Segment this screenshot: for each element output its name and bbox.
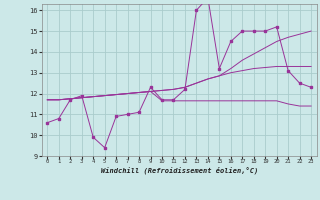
X-axis label: Windchill (Refroidissement éolien,°C): Windchill (Refroidissement éolien,°C) [100, 167, 258, 174]
